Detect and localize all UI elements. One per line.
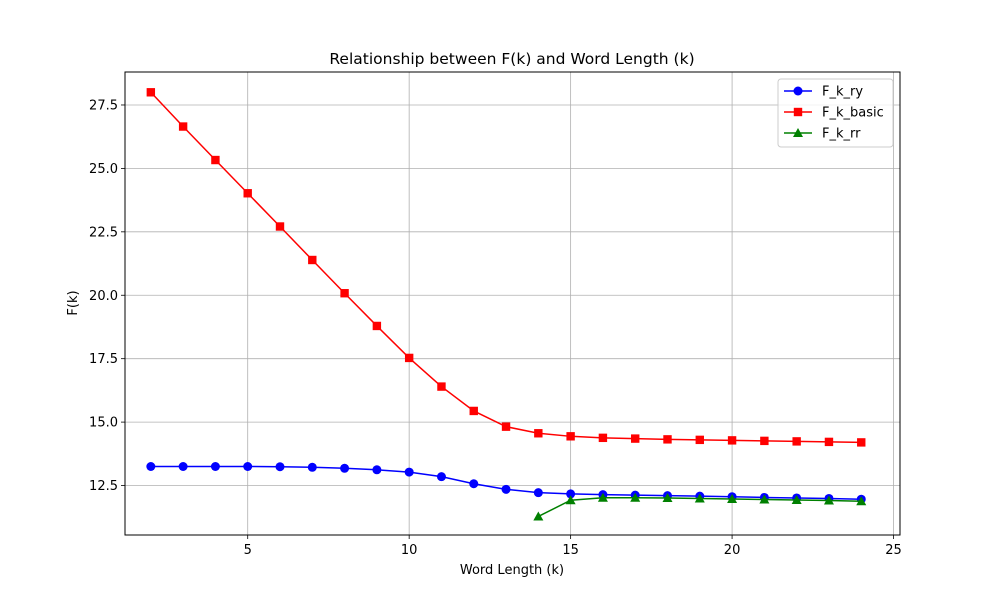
data-point-f-k-ry bbox=[436, 472, 446, 482]
data-point-f-k-ry bbox=[372, 465, 382, 475]
x-tick-label: 25 bbox=[885, 543, 902, 558]
legend-marker-f-k-rr bbox=[793, 128, 803, 137]
series-f-k-rr bbox=[533, 492, 867, 521]
data-point-f-k-basic bbox=[760, 436, 769, 446]
legend: F_k_ry F_k_basic F_k_rr bbox=[777, 78, 894, 148]
y-tick-label: 15.0 bbox=[89, 416, 118, 431]
data-point-f-k-rr bbox=[823, 495, 834, 505]
data-point-f-k-basic bbox=[824, 437, 834, 447]
data-point-f-k-basic bbox=[243, 189, 252, 198]
y-tick-label: 17.5 bbox=[89, 352, 118, 367]
data-point-f-k-rr bbox=[565, 495, 576, 505]
x-tick-label: 20 bbox=[724, 543, 741, 558]
plot-frame bbox=[124, 71, 901, 536]
data-point-f-k-basic bbox=[372, 321, 382, 331]
x-tick-label: 5 bbox=[244, 543, 252, 558]
data-point-f-k-rr bbox=[597, 492, 608, 502]
y-tick-label: 22.5 bbox=[89, 225, 118, 240]
data-point-f-k-ry bbox=[404, 467, 414, 477]
data-point-f-k-basic bbox=[308, 255, 317, 265]
data-point-f-k-rr bbox=[694, 493, 705, 503]
data-point-f-k-basic bbox=[340, 289, 349, 298]
data-point-f-k-ry bbox=[340, 463, 350, 473]
data-point-f-k-basic bbox=[146, 88, 156, 97]
data-point-f-k-basic bbox=[501, 422, 511, 431]
series-f-k-basic bbox=[146, 88, 866, 447]
data-point-f-k-basic bbox=[792, 437, 801, 446]
x-tick-label: 10 bbox=[401, 543, 418, 558]
data-point-f-k-basic bbox=[437, 382, 446, 391]
legend-label-f-k-basic: F_k_basic bbox=[822, 106, 884, 121]
data-point-f-k-basic bbox=[566, 432, 575, 441]
y-tick-label: 12.5 bbox=[89, 479, 118, 494]
data-point-f-k-rr bbox=[856, 496, 867, 506]
data-point-f-k-ry bbox=[243, 462, 253, 472]
y-tick-label: 20.0 bbox=[89, 289, 118, 304]
data-point-f-k-basic bbox=[631, 434, 640, 443]
data-point-f-k-basic bbox=[598, 433, 608, 443]
data-point-f-k-ry bbox=[469, 479, 479, 489]
x-tick-label: 15 bbox=[562, 543, 579, 558]
data-point-f-k-ry bbox=[533, 488, 543, 498]
y-tick-label: 25.0 bbox=[89, 162, 118, 177]
y-axis-ticks: 12.5 15.0 17.5 20.0 22.5 25.0 27.5 bbox=[89, 98, 125, 494]
data-point-f-k-rr bbox=[759, 494, 770, 504]
data-point-f-k-basic bbox=[534, 429, 543, 438]
chart-title: Relationship between F(k) and Word Lengt… bbox=[329, 50, 694, 68]
data-point-f-k-rr bbox=[533, 511, 544, 521]
data-point-f-k-basic bbox=[727, 436, 737, 445]
grid-lines bbox=[125, 72, 900, 535]
y-axis-label: F(k) bbox=[66, 290, 81, 315]
data-point-f-k-basic bbox=[178, 122, 188, 131]
data-point-f-k-ry bbox=[210, 462, 220, 472]
legend-box bbox=[777, 78, 894, 148]
data-point-f-k-ry bbox=[307, 462, 317, 472]
data-point-f-k-basic bbox=[663, 435, 672, 444]
legend-marker-f-k-ry bbox=[793, 86, 803, 96]
x-axis-ticks: 5 10 15 20 25 bbox=[244, 535, 902, 558]
data-point-f-k-basic bbox=[211, 155, 220, 165]
x-axis-label: Word Length (k) bbox=[460, 563, 564, 578]
data-point-f-k-rr bbox=[791, 494, 802, 504]
data-point-f-k-rr bbox=[662, 492, 673, 502]
data-point-f-k-basic bbox=[695, 435, 704, 445]
y-tick-label: 27.5 bbox=[89, 98, 118, 113]
data-point-f-k-ry bbox=[501, 484, 511, 494]
data-point-f-k-rr bbox=[630, 492, 641, 502]
data-point-f-k-rr bbox=[727, 493, 738, 503]
data-point-f-k-basic bbox=[469, 406, 478, 416]
data-point-f-k-basic bbox=[404, 353, 414, 363]
data-point-f-k-ry bbox=[275, 462, 285, 472]
data-point-f-k-basic bbox=[275, 222, 285, 231]
data-point-f-k-ry bbox=[146, 462, 156, 472]
legend-label-f-k-ry: F_k_ry bbox=[822, 85, 863, 100]
data-point-f-k-basic bbox=[857, 438, 866, 447]
series-layer bbox=[146, 88, 867, 521]
data-point-f-k-ry bbox=[178, 462, 188, 472]
legend-label-f-k-rr: F_k_rr bbox=[822, 127, 861, 142]
legend-marker-f-k-basic bbox=[793, 107, 803, 117]
data-point-f-k-ry bbox=[566, 489, 576, 499]
